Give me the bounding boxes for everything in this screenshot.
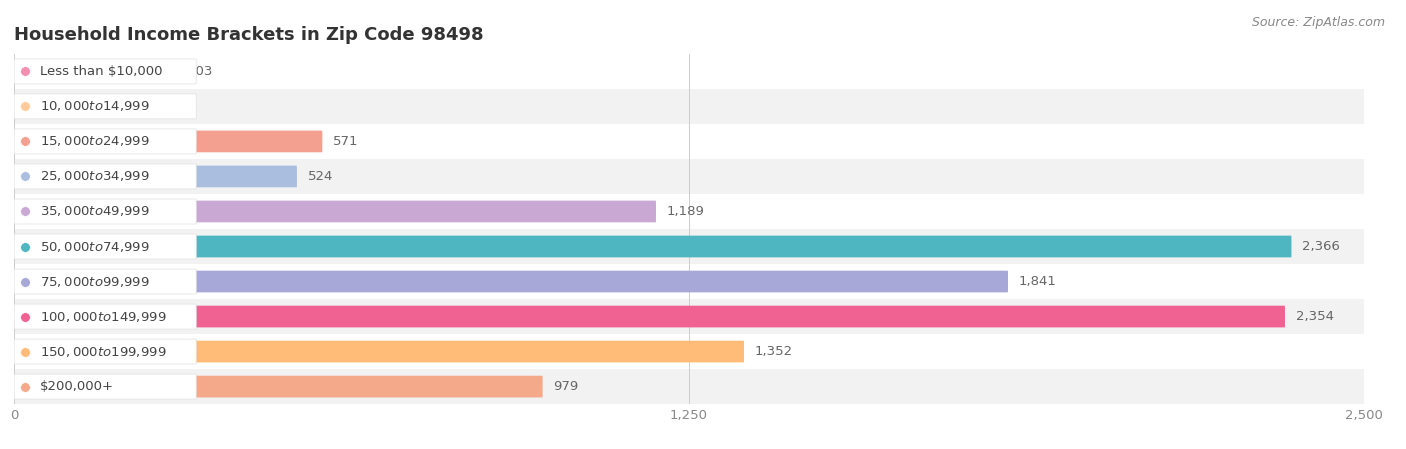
Text: $10,000 to $14,999: $10,000 to $14,999 — [39, 99, 149, 114]
Bar — [14, 159, 1364, 194]
FancyBboxPatch shape — [14, 304, 197, 329]
Text: $100,000 to $149,999: $100,000 to $149,999 — [39, 309, 166, 324]
FancyBboxPatch shape — [14, 341, 744, 362]
Text: 1,189: 1,189 — [666, 205, 704, 218]
Text: Source: ZipAtlas.com: Source: ZipAtlas.com — [1251, 16, 1385, 29]
FancyBboxPatch shape — [14, 59, 197, 84]
Bar — [14, 89, 1364, 124]
Bar — [14, 194, 1364, 229]
Text: $200,000+: $200,000+ — [39, 380, 114, 393]
FancyBboxPatch shape — [14, 376, 543, 397]
FancyBboxPatch shape — [14, 306, 1285, 327]
FancyBboxPatch shape — [14, 94, 197, 119]
Text: 303: 303 — [188, 65, 214, 78]
Text: $15,000 to $24,999: $15,000 to $24,999 — [39, 134, 149, 149]
Bar — [14, 299, 1364, 334]
FancyBboxPatch shape — [14, 164, 197, 189]
FancyBboxPatch shape — [14, 269, 197, 294]
FancyBboxPatch shape — [14, 236, 1292, 257]
FancyBboxPatch shape — [14, 129, 197, 154]
Text: $35,000 to $49,999: $35,000 to $49,999 — [39, 204, 149, 219]
Bar — [14, 334, 1364, 369]
Text: $75,000 to $99,999: $75,000 to $99,999 — [39, 274, 149, 289]
Text: 1,352: 1,352 — [755, 345, 793, 358]
FancyBboxPatch shape — [14, 374, 197, 399]
Text: $25,000 to $34,999: $25,000 to $34,999 — [39, 169, 149, 184]
Bar — [14, 229, 1364, 264]
Text: 1,841: 1,841 — [1019, 275, 1057, 288]
Text: 571: 571 — [333, 135, 359, 148]
Text: $50,000 to $74,999: $50,000 to $74,999 — [39, 239, 149, 254]
FancyBboxPatch shape — [14, 234, 197, 259]
FancyBboxPatch shape — [14, 201, 657, 222]
Text: $150,000 to $199,999: $150,000 to $199,999 — [39, 344, 166, 359]
FancyBboxPatch shape — [14, 131, 322, 152]
Text: 2,354: 2,354 — [1296, 310, 1334, 323]
Bar — [14, 54, 1364, 89]
Text: Household Income Brackets in Zip Code 98498: Household Income Brackets in Zip Code 98… — [14, 26, 484, 44]
Bar — [14, 264, 1364, 299]
FancyBboxPatch shape — [14, 199, 197, 224]
Text: 524: 524 — [308, 170, 333, 183]
FancyBboxPatch shape — [14, 339, 197, 364]
Bar — [14, 124, 1364, 159]
FancyBboxPatch shape — [14, 61, 177, 82]
Bar — [14, 369, 1364, 404]
FancyBboxPatch shape — [14, 96, 103, 117]
FancyBboxPatch shape — [14, 166, 297, 187]
Text: 2,366: 2,366 — [1302, 240, 1340, 253]
Text: 163: 163 — [112, 100, 138, 113]
Text: 979: 979 — [554, 380, 579, 393]
Text: Less than $10,000: Less than $10,000 — [39, 65, 162, 78]
FancyBboxPatch shape — [14, 271, 1008, 292]
